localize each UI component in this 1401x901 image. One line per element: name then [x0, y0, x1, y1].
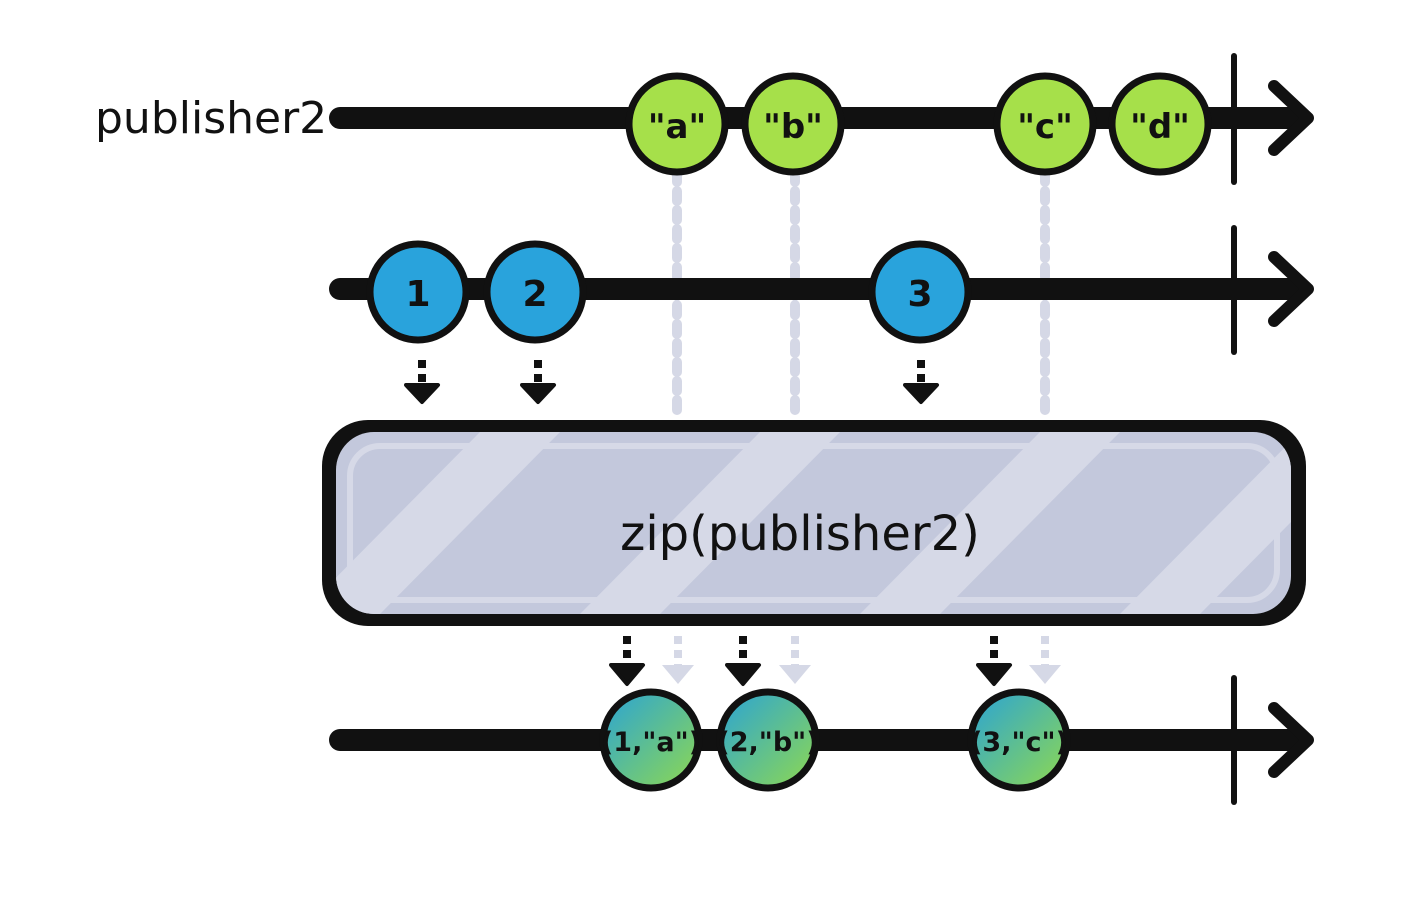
marble: 2 [483, 240, 587, 344]
output-arrows [609, 636, 1061, 686]
input-arrows [404, 360, 939, 404]
marble: (2,"b") [716, 688, 820, 792]
timeline-output: (1,"a") (2,"b") (3,"c") [329, 675, 1314, 805]
down-arrow-icon [404, 360, 440, 404]
operator-label: zip(publisher2) [620, 506, 980, 562]
marble: "b" [741, 72, 845, 176]
marble: "c" [993, 72, 1097, 176]
marble: 3 [868, 240, 972, 344]
down-arrow-icon [779, 636, 811, 684]
svg-text:3: 3 [907, 274, 932, 315]
svg-text:(1,"a"): (1,"a") [601, 727, 701, 758]
down-arrow-icon [725, 636, 761, 686]
marble: "d" [1108, 72, 1212, 176]
down-arrow-icon [1029, 636, 1061, 684]
arrow-head-icon [1268, 702, 1314, 778]
marble: 1 [366, 240, 470, 344]
down-arrow-icon [903, 360, 939, 404]
svg-text:1: 1 [405, 274, 430, 315]
svg-text:"c": "c" [1017, 107, 1073, 147]
timeline-publisher1: 1 2 3 [329, 225, 1314, 355]
marble: (1,"a") [599, 688, 703, 792]
svg-text:"d": "d" [1130, 107, 1190, 147]
svg-text:"a": "a" [648, 107, 706, 147]
marble: (3,"c") [967, 688, 1071, 792]
svg-text:2: 2 [522, 274, 547, 315]
timeline-publisher2: publisher2 "a" "b" "c" "d" [95, 53, 1314, 185]
svg-text:"b": "b" [763, 107, 823, 147]
arrow-head-icon [1268, 251, 1314, 327]
row-label-publisher2: publisher2 [95, 93, 327, 144]
operator-box: zip(publisher2) [322, 420, 1306, 626]
down-arrow-icon [520, 360, 556, 404]
marble: "a" [625, 72, 729, 176]
arrow-head-icon [1268, 80, 1314, 156]
down-arrow-icon [662, 636, 694, 684]
down-arrow-icon [976, 636, 1012, 686]
svg-text:(2,"b"): (2,"b") [717, 727, 818, 758]
svg-text:(3,"c"): (3,"c") [970, 727, 1068, 758]
operator-hatching [336, 432, 1291, 614]
down-arrow-icon [609, 636, 645, 686]
